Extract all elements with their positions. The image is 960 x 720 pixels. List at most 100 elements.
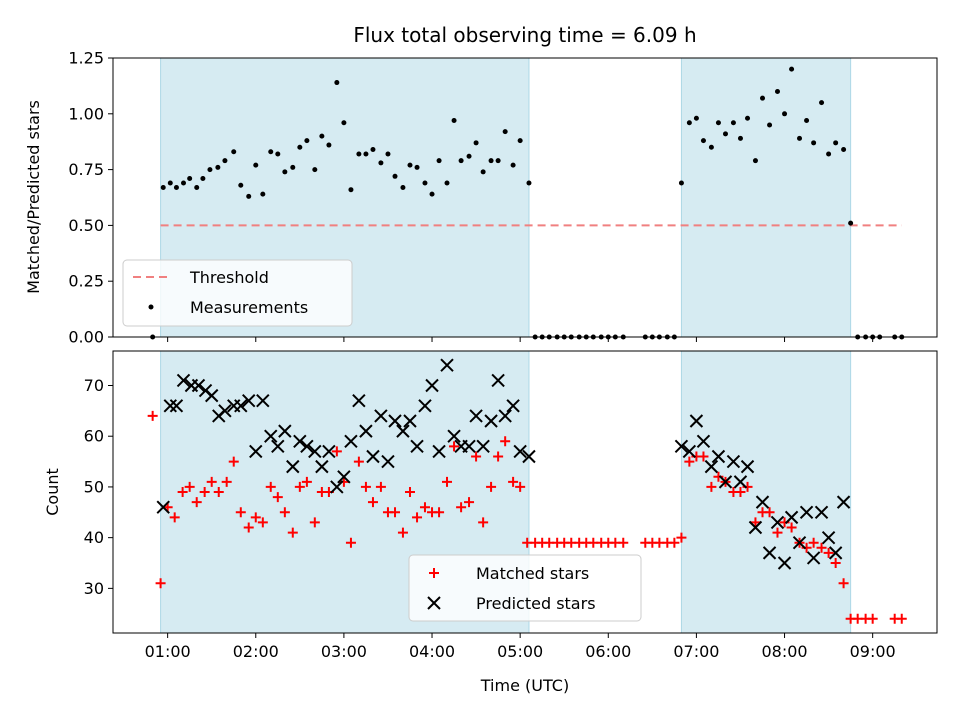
matched-stars-point bbox=[684, 456, 695, 467]
y-tick-label: 40 bbox=[84, 528, 104, 547]
observing-window-band bbox=[680, 57, 852, 338]
predicted-stars-point bbox=[156, 500, 170, 514]
predicted-stars-point bbox=[440, 358, 454, 372]
measurement-point bbox=[200, 176, 206, 182]
measurement-point bbox=[275, 151, 281, 157]
measurement-point bbox=[495, 158, 501, 164]
measurement-point bbox=[826, 151, 832, 157]
measurement-point bbox=[502, 129, 508, 135]
matched-stars-point bbox=[353, 456, 364, 467]
predicted-stars-point bbox=[733, 475, 748, 489]
predicted-stars-point bbox=[315, 459, 329, 474]
predicted-stars-point bbox=[396, 424, 410, 438]
matched-stars-point bbox=[676, 532, 687, 543]
matched-stars-point bbox=[500, 436, 511, 447]
measurement-point bbox=[700, 138, 706, 144]
axes-frame bbox=[112, 350, 938, 634]
predicted-stars-point bbox=[674, 439, 689, 454]
matched-stars-point bbox=[213, 487, 224, 497]
predicted-stars-point bbox=[718, 475, 733, 489]
y-tick-label: 0.75 bbox=[68, 160, 104, 179]
x-tick-label: 03:00 bbox=[321, 642, 367, 661]
measurement-point bbox=[737, 135, 743, 141]
measurement-point bbox=[819, 100, 825, 106]
predicted-stars-point bbox=[784, 510, 799, 525]
measurement-point bbox=[253, 162, 259, 168]
legend-matched-stars-swatch bbox=[429, 568, 439, 578]
matched-stars-point bbox=[456, 502, 467, 513]
predicted-stars-point bbox=[469, 409, 483, 423]
matched-stars-point bbox=[331, 446, 342, 457]
measurement-point bbox=[760, 95, 766, 101]
matched-stars-point bbox=[618, 537, 629, 548]
predicted-stars-point bbox=[696, 434, 711, 448]
measurement-point bbox=[752, 158, 758, 164]
predicted-stars-point bbox=[286, 459, 300, 474]
matched-stars-point bbox=[669, 537, 680, 548]
matched-stars-point bbox=[287, 527, 298, 538]
measurement-point bbox=[722, 131, 728, 137]
matched-stars-point bbox=[367, 497, 378, 508]
predicted-stars-point bbox=[522, 449, 536, 464]
legend-measurements-swatch bbox=[148, 304, 154, 310]
matched-stars-point bbox=[412, 512, 423, 523]
measurement-point bbox=[444, 180, 450, 186]
legend-measurements-label: Measurements bbox=[190, 298, 308, 317]
predicted-stars-point bbox=[704, 459, 719, 474]
predicted-stars-point bbox=[169, 399, 184, 413]
predicted-stars-point bbox=[256, 393, 270, 408]
measurement-point bbox=[246, 193, 252, 199]
measurement-point bbox=[811, 140, 817, 146]
measurement-point bbox=[510, 162, 516, 168]
x-tick-label: 05:00 bbox=[497, 642, 543, 661]
measurement-point bbox=[414, 164, 420, 170]
matched-stars-point bbox=[206, 476, 217, 487]
legend-predicted-stars-swatch bbox=[427, 596, 441, 610]
chart-title: Flux total observing time = 6.09 h bbox=[353, 23, 696, 47]
measurement-point bbox=[473, 140, 479, 146]
measurement-point bbox=[392, 173, 398, 179]
measurement-point bbox=[797, 135, 803, 141]
matched-stars-point bbox=[493, 451, 504, 462]
measurement-point bbox=[517, 138, 523, 144]
predicted-stars-point bbox=[682, 444, 697, 459]
predicted-stars-point bbox=[799, 505, 814, 519]
matched-stars-point bbox=[808, 537, 819, 548]
predicted-stars-point bbox=[777, 556, 792, 570]
y-tick-label: 1.25 bbox=[68, 49, 104, 68]
matched-stars-point bbox=[867, 613, 878, 624]
predicted-stars-point bbox=[484, 414, 498, 428]
matched-stars-point bbox=[265, 481, 276, 492]
predicted-stars-point bbox=[755, 495, 770, 509]
matched-stars-point bbox=[235, 507, 246, 518]
measurement-point bbox=[767, 122, 773, 128]
x-axis-label: Time (UTC) bbox=[480, 676, 569, 695]
predicted-stars-point bbox=[447, 429, 461, 443]
predicted-stars-point bbox=[278, 424, 292, 438]
matched-stars-point bbox=[449, 441, 460, 452]
measurement-point bbox=[715, 120, 721, 126]
predicted-stars-point bbox=[337, 470, 351, 484]
measurement-point bbox=[848, 220, 854, 226]
measurement-point bbox=[231, 149, 237, 155]
matched-stars-point bbox=[250, 512, 261, 523]
measurement-point bbox=[187, 176, 193, 182]
predicted-stars-point bbox=[814, 505, 829, 519]
matched-stars-point bbox=[279, 507, 290, 518]
top-legend-box bbox=[122, 259, 353, 327]
matched-stars-point bbox=[272, 492, 283, 503]
predicted-stars-point bbox=[204, 388, 219, 403]
predicted-stars-point bbox=[374, 409, 388, 423]
predicted-stars-point bbox=[271, 439, 285, 454]
predicted-stars-point bbox=[410, 439, 424, 454]
measurement-point bbox=[304, 138, 310, 144]
predicted-stars-point bbox=[218, 404, 232, 418]
matched-stars-point bbox=[375, 481, 386, 492]
observing-window-band bbox=[680, 350, 852, 634]
measurement-point bbox=[181, 180, 187, 186]
matched-stars-point bbox=[228, 456, 239, 467]
bottom-legend-box bbox=[408, 554, 642, 622]
predicted-stars-point bbox=[264, 429, 278, 443]
y-tick-label: 60 bbox=[84, 427, 104, 446]
matched-stars-point bbox=[471, 451, 482, 462]
